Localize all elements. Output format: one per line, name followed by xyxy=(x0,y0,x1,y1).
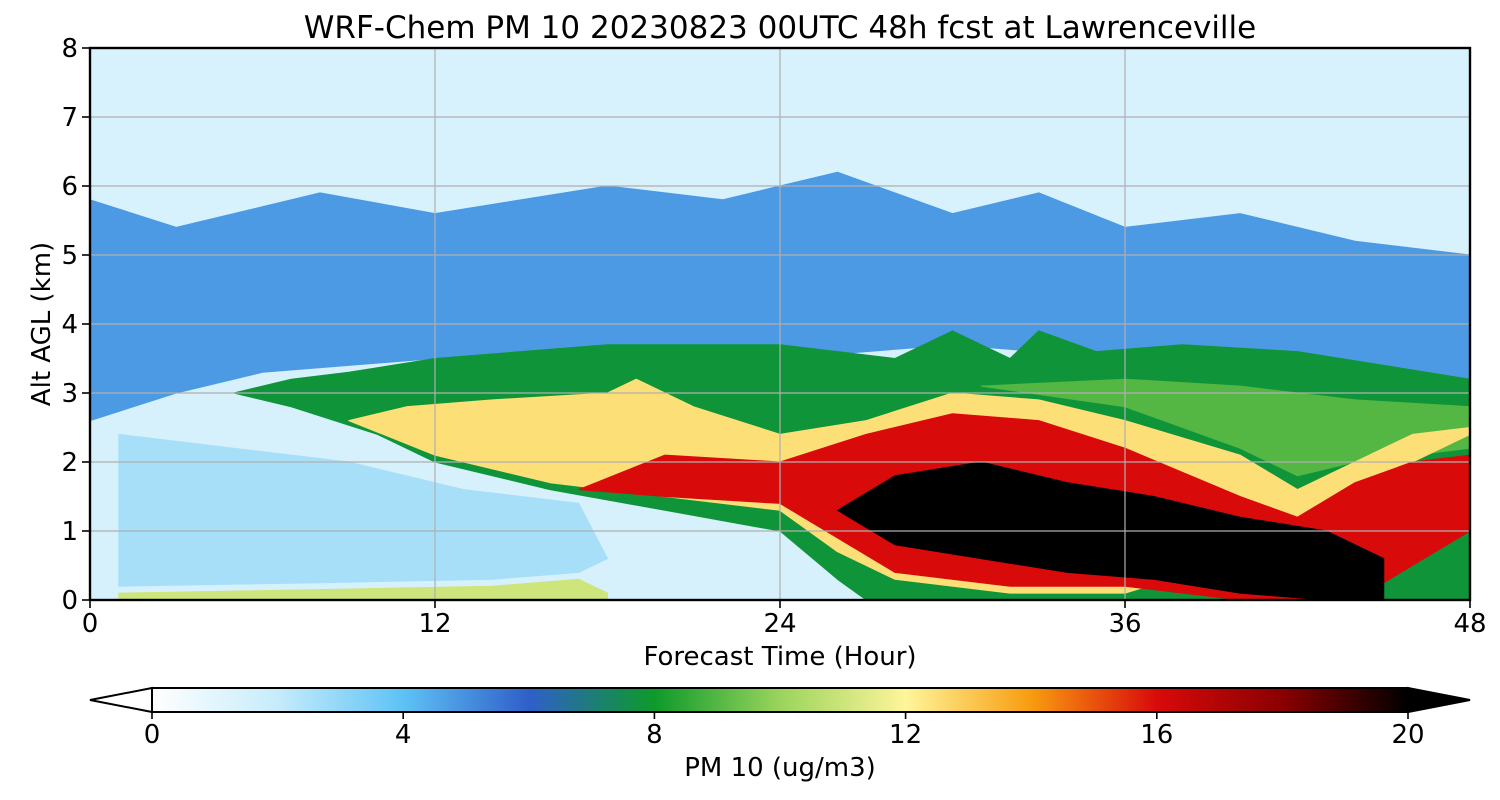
x-tick-label: 12 xyxy=(418,609,451,639)
y-tick-label: 1 xyxy=(61,517,78,547)
chart-title: WRF-Chem PM 10 20230823 00UTC 48h fcst a… xyxy=(304,10,1256,46)
contour-region-lower-clean xyxy=(118,433,608,587)
x-tick-label: 36 xyxy=(1108,609,1141,639)
x-tick-label: 24 xyxy=(763,609,796,639)
y-tick-label: 6 xyxy=(61,172,78,202)
y-tick-label: 7 xyxy=(61,103,78,133)
x-tick-label: 0 xyxy=(82,609,99,639)
colorbar-extend-min xyxy=(89,686,153,714)
colorbar-label: PM 10 (ug/m3) xyxy=(684,753,876,783)
y-axis-label: Alt AGL (km) xyxy=(27,242,57,406)
x-tick-label: 48 xyxy=(1453,609,1486,639)
y-axis-ticks: 0 1 2 3 4 5 6 7 8 xyxy=(61,34,90,616)
contour-region-light-green xyxy=(980,378,1470,477)
colorbar: 0 4 8 12 16 20 PM 10 (ug/m3) xyxy=(89,686,1471,783)
plot-area xyxy=(88,46,1472,602)
y-tick-label: 2 xyxy=(61,448,78,478)
x-axis-label: Forecast Time (Hour) xyxy=(643,642,916,672)
colorbar-tick-label: 4 xyxy=(395,720,412,750)
colorbar-tick-label: 20 xyxy=(1391,720,1424,750)
y-tick-label: 8 xyxy=(61,34,78,64)
colorbar-ticks: 0 4 8 12 16 20 xyxy=(144,712,1425,750)
contour-region-surface-layer xyxy=(118,578,608,600)
y-tick-label: 5 xyxy=(61,241,78,271)
colorbar-tick-label: 0 xyxy=(144,720,161,750)
colorbar-gradient xyxy=(151,687,1409,713)
y-tick-label: 0 xyxy=(61,586,78,616)
colorbar-tick-label: 12 xyxy=(889,720,922,750)
colorbar-tick-label: 16 xyxy=(1140,720,1173,750)
colorbar-extend-max xyxy=(1407,686,1471,714)
colorbar-tick-label: 8 xyxy=(646,720,663,750)
x-axis-ticks: 0 12 24 36 48 xyxy=(82,600,1487,639)
y-tick-label: 4 xyxy=(61,310,78,340)
y-tick-label: 3 xyxy=(61,379,78,409)
